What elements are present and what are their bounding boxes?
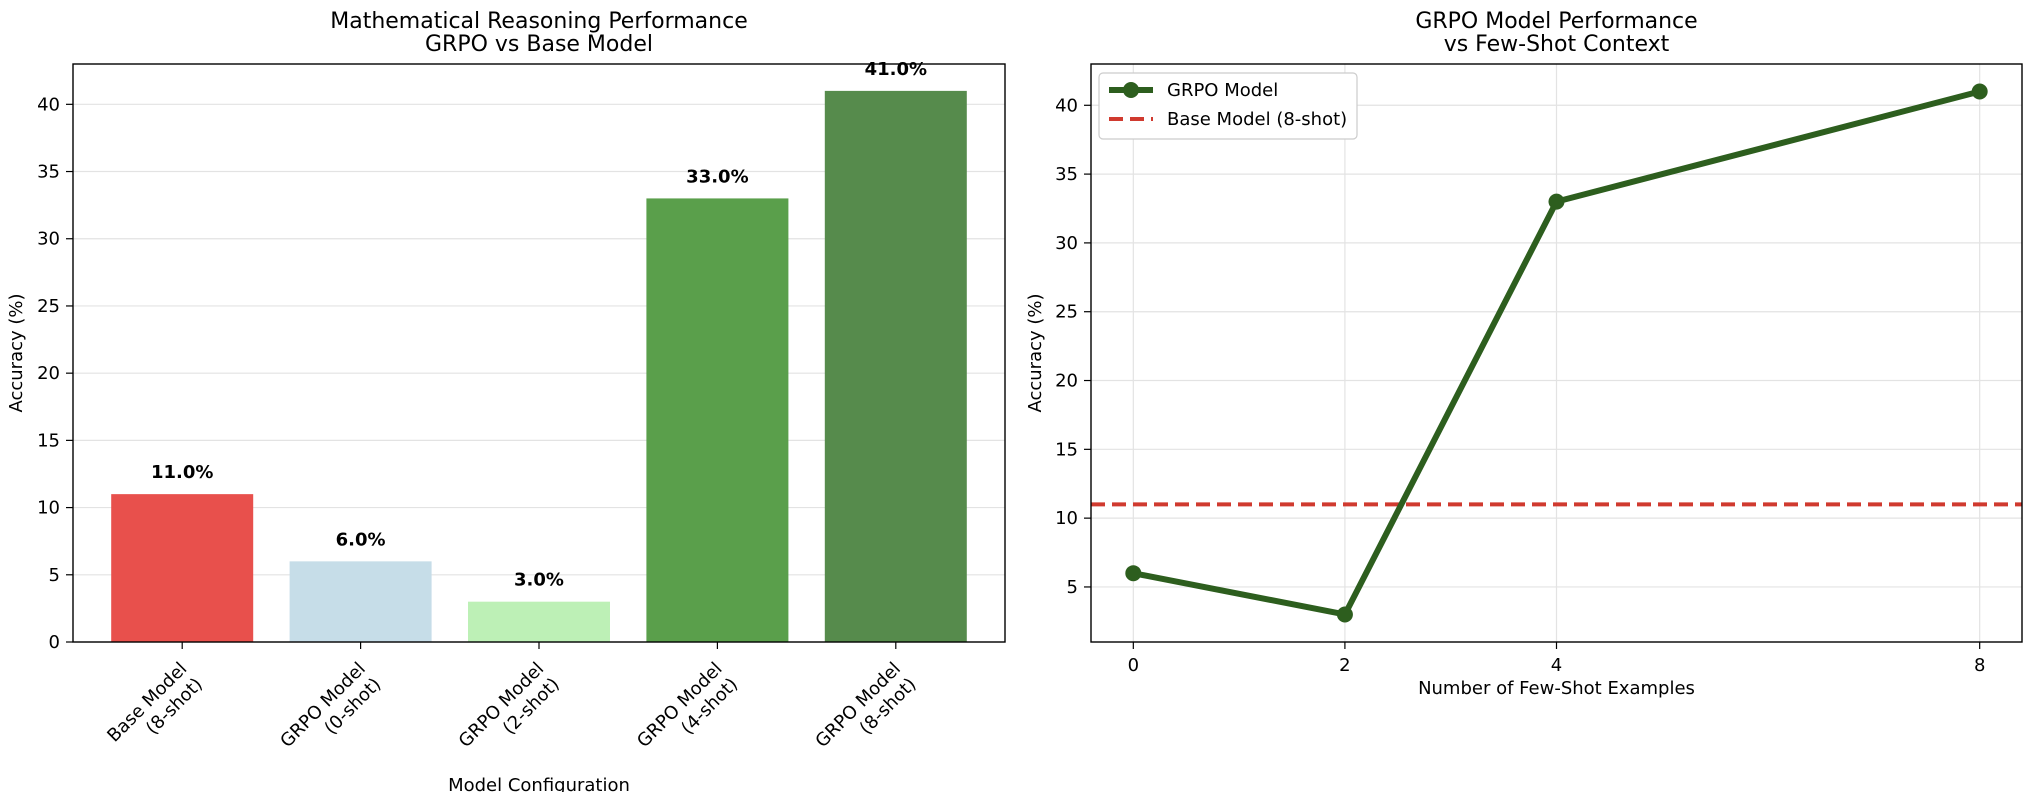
bar-xtick-label-1: GRPO Model(0-shot) (276, 658, 385, 767)
grpo-point-3 (1971, 83, 1988, 100)
bar-xtick-label-4: GRPO Model(8-shot) (811, 658, 920, 767)
bar-xtick-label-3: GRPO Model(4-shot) (633, 658, 742, 767)
bar-4 (824, 90, 967, 642)
bar-ytick-label-5: 25 (37, 296, 60, 317)
line-chart-title: GRPO Model Performance vs Few-Shot Contex… (1415, 9, 1697, 57)
bar-xtick-label-0: Base Model(8-shot) (103, 658, 207, 762)
bar-0 (111, 494, 254, 642)
bar-ytick-label-2: 10 (37, 498, 60, 519)
bar-3 (646, 198, 789, 642)
line-xtick-label-1: 2 (1339, 655, 1350, 676)
legend-frame (1098, 72, 1358, 140)
line-xtick-label-3: 8 (1974, 655, 1985, 676)
grpo-point-1 (1336, 606, 1353, 623)
line-legend: GRPO Model Base Model (8-shot) (1098, 72, 1358, 140)
bar-ytick-label-6: 30 (37, 229, 60, 250)
grpo-point-2 (1548, 193, 1565, 210)
line-ytick-label-5: 30 (1055, 233, 1078, 254)
bar-value-label-3: 33.0% (686, 166, 748, 187)
bar-ytick-label-0: 0 (49, 632, 60, 653)
bar-xtick-label-2: GRPO Model(2-shot) (455, 658, 564, 767)
bar-2 (468, 601, 610, 642)
bar-y-axis-label: Accuracy (%) (6, 293, 27, 412)
bar-plot-frame (72, 63, 1006, 643)
grpo-point-0 (1125, 565, 1142, 582)
bar-chart-title: Mathematical Reasoning Performance GRPO v… (330, 9, 748, 57)
line-ytick-label-1: 10 (1055, 508, 1078, 529)
bar-ytick-label-3: 15 (37, 430, 60, 451)
bar-1 (289, 561, 432, 642)
line-ytick-label-4: 25 (1055, 302, 1078, 323)
line-ytick-label-3: 20 (1055, 371, 1078, 392)
line-chart-panel: 0 2 4 8 5 10 15 20 25 30 35 40 GRPO Model Base Model … (1025, 9, 2023, 699)
line-xtick-label-2: 4 (1551, 655, 1562, 676)
line-ytick-label-0: 5 (1067, 577, 1078, 598)
line-x-axis-label: Number of Few-Shot Examples (1418, 678, 1695, 699)
legend-grpo-swatch-marker (1123, 82, 1139, 98)
line-y-axis-label: Accuracy (%) (1025, 293, 1046, 412)
bar-value-label-0: 11.0% (151, 462, 213, 483)
bar-ytick-label-1: 5 (49, 565, 60, 586)
legend-base-label: Base Model (8-shot) (1167, 109, 1347, 130)
bar-ytick-label-7: 35 (37, 162, 60, 183)
line-xtick-label-0: 0 (1128, 655, 1139, 676)
line-ytick-label-7: 40 (1055, 95, 1078, 116)
bar-ytick-label-8: 40 (37, 94, 60, 115)
line-plot-frame (1090, 63, 2023, 643)
bar-x-axis-label: Model Configuration (448, 775, 630, 792)
bar-chart-panel: 11.0% Base Model(8-shot) 6.0% GRPO Model(0-… (6, 9, 1006, 792)
bar-value-label-1: 6.0% (336, 529, 386, 550)
line-ytick-label-2: 15 (1055, 439, 1078, 460)
bar-value-label-2: 3.0% (514, 570, 564, 591)
line-ytick-label-6: 35 (1055, 164, 1078, 185)
grpo-series-line (1132, 88, 1981, 618)
legend-grpo-label: GRPO Model (1167, 80, 1278, 101)
bar-ytick-label-4: 20 (37, 363, 60, 384)
bar-value-label-4: 41.0% (865, 59, 927, 80)
